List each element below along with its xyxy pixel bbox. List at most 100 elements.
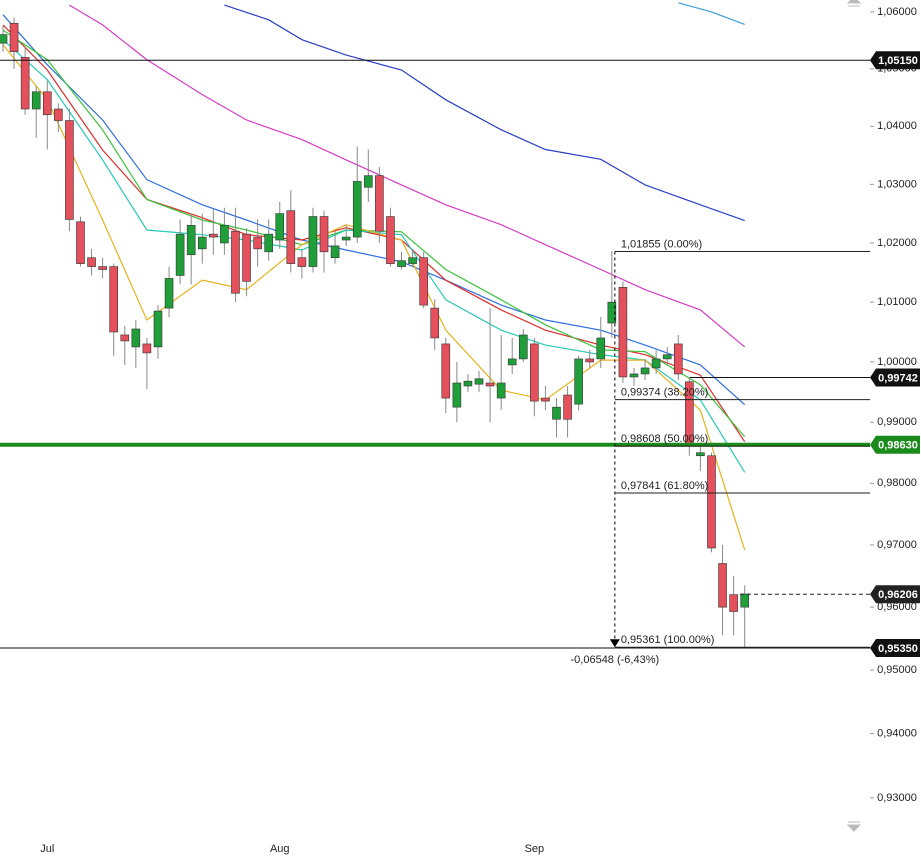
candle-body [673,343,683,375]
candle-body [729,594,738,612]
candle-body [563,394,572,420]
fib-level-label: 0,98608 (50.00%) [621,433,708,445]
candle-body [574,358,583,405]
candle-body [209,233,218,238]
candle-body [640,367,650,375]
candle-body [530,343,539,402]
candle-body [319,216,329,253]
candle-body [0,34,8,44]
y-tick-label: 0,99000 [877,416,917,428]
price-label: 0,95350 [878,643,918,655]
candle-body [153,310,163,348]
candle-body [341,236,351,241]
candle-body [142,343,152,354]
candle-body [131,328,141,348]
moving-average-line [2,14,746,406]
candle-body [286,210,296,264]
candle-body [375,175,384,232]
price-label-box [870,435,920,454]
x-tick-label: Sep [525,843,545,855]
candle-body [242,233,251,282]
candle-body [696,452,705,457]
candle-body [120,334,130,342]
candle-body [441,343,451,399]
y-tick-label: 1,04000 [877,120,917,132]
fib-level-label: 0,97841 (61.80%) [621,480,708,492]
candle-body [76,221,85,264]
price-label-box [870,368,920,387]
candle-body [330,245,340,259]
x-tick-label: Aug [270,843,290,855]
y-tick-label: 1,00000 [877,356,917,368]
level-layer: 1,05150 0,99742 0,98630 0,96206 0,95350 1,018… [0,51,920,666]
scroll-arrow-up[interactable] [846,0,862,7]
fib-arrow [609,639,620,648]
candle-body [231,230,240,294]
fib-level-label: 0,95361 (100.00%) [621,634,715,646]
candle-body [186,225,196,256]
candle-body [496,382,506,399]
candle-body [87,257,96,267]
fib-level-label: 1,01855 (0.00%) [621,238,702,250]
candle-body [408,257,417,264]
axis-layer: 1,060001,050001,040001,030001,020001,010… [40,6,917,855]
candle-body [220,225,229,244]
candle-body [419,257,428,306]
candle-body [718,563,727,608]
candle-body [463,380,473,387]
candle-body [629,373,639,378]
price-label: 1,05150 [878,55,918,67]
candle-body [740,593,749,608]
candle-body [297,257,307,267]
fib-change-label: -0,06548 (-6,43%) [571,654,660,666]
candle-body [275,213,285,241]
candle-body [42,91,52,116]
candle-body [9,22,19,52]
moving-average-line [2,24,746,443]
y-tick-label: 1,06000 [877,6,917,18]
candle-body [596,337,606,360]
candle-body [164,278,174,309]
candle-body [485,382,495,387]
price-label-box [870,585,920,604]
candle-body [607,301,617,324]
candle-body [308,216,318,267]
candle-body [618,286,628,378]
y-tick-label: 0,93000 [877,792,917,804]
candle-body [397,260,406,267]
candle-body [430,307,440,339]
moving-average-line [69,4,746,348]
scroll-arrow-down[interactable] [846,821,862,832]
candle-body [197,236,207,250]
candle-body [109,266,118,333]
candle-body [175,233,185,276]
x-tick-label: Jul [40,843,54,855]
y-tick-label: 0,97000 [877,539,917,551]
candle-body [585,358,595,363]
y-tick-label: 0,95000 [877,664,917,676]
candle-body [98,266,107,270]
y-tick-label: 1,03000 [877,178,917,190]
candle-body [452,382,462,408]
candle-body [20,57,30,110]
candle-body [507,358,517,366]
candle-body [65,120,74,220]
y-tick-label: 0,94000 [877,728,917,740]
candle-body [253,236,262,250]
price-label: 0,99742 [878,372,918,384]
candle-layer [0,17,749,648]
y-tick-label: 0,98000 [877,477,917,489]
candle-body [352,181,362,238]
candle-body [474,378,484,385]
candle-body [662,354,672,360]
y-tick-label: 1,02000 [877,237,917,249]
candle-body [541,397,550,402]
candle-body [364,175,373,188]
price-label: 0,96206 [878,589,918,601]
fib-level-label: 0,99374 (38.20%) [621,387,708,399]
price-label-box [870,638,920,657]
candle-body [54,108,63,121]
candle-body [651,358,661,369]
